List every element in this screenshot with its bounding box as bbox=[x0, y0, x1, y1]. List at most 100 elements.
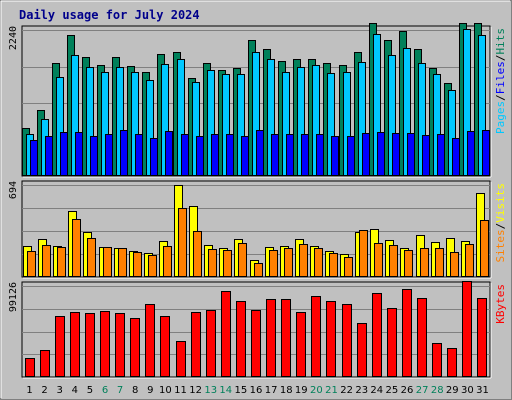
bar-pages-day-10 bbox=[165, 131, 173, 176]
legend-separator: / bbox=[494, 94, 507, 101]
bar-kbytes-day-31 bbox=[477, 298, 487, 377]
bar-sites-day-15 bbox=[238, 243, 247, 277]
x-tick-label-day-19: 19 bbox=[295, 385, 308, 396]
x-tick-label-day-26: 26 bbox=[401, 385, 414, 396]
legend-item-pages: Pages bbox=[494, 101, 507, 134]
bars-visits-sites bbox=[23, 185, 489, 277]
bar-kbytes-day-5 bbox=[85, 313, 95, 377]
bar-kbytes-day-28 bbox=[432, 343, 442, 377]
bar-sites-day-3 bbox=[57, 247, 66, 277]
x-tick-label-day-1: 1 bbox=[26, 385, 32, 396]
bar-kbytes-day-14 bbox=[221, 291, 231, 377]
bar-pages-day-30 bbox=[467, 131, 475, 176]
x-tick-label-day-14: 14 bbox=[219, 385, 232, 396]
bar-pages-day-17 bbox=[271, 134, 279, 176]
x-tick-label-day-7: 7 bbox=[117, 385, 123, 396]
x-tick-label-day-17: 17 bbox=[265, 385, 278, 396]
bar-sites-day-18 bbox=[284, 248, 293, 277]
bar-sites-day-1 bbox=[27, 251, 36, 277]
bar-kbytes-day-20 bbox=[311, 296, 321, 377]
bar-pages-day-11 bbox=[181, 134, 189, 176]
bar-sites-day-14 bbox=[223, 250, 232, 277]
bar-pages-day-21 bbox=[331, 136, 339, 176]
bar-sites-day-8 bbox=[133, 252, 142, 277]
legend-hits-files-pages: Pages/Files/Hits bbox=[494, 28, 507, 134]
bar-pages-day-1 bbox=[30, 140, 38, 176]
bar-sites-day-9 bbox=[148, 255, 157, 277]
y-axis-max-label: 694 bbox=[8, 181, 19, 199]
bar-sites-day-2 bbox=[42, 245, 51, 277]
bar-kbytes-day-17 bbox=[266, 299, 276, 377]
bar-kbytes-day-2 bbox=[40, 350, 50, 377]
x-tick-label-day-15: 15 bbox=[235, 385, 248, 396]
x-tick-label-day-11: 11 bbox=[174, 385, 187, 396]
bar-kbytes-day-27 bbox=[417, 298, 427, 377]
x-tick-label-day-8: 8 bbox=[132, 385, 138, 396]
x-tick-label-day-6: 6 bbox=[102, 385, 108, 396]
bar-sites-day-22 bbox=[344, 257, 353, 277]
bar-sites-day-29 bbox=[450, 252, 459, 277]
bar-sites-day-16 bbox=[254, 263, 263, 277]
series-kbytes bbox=[25, 281, 487, 377]
x-tick-label-day-5: 5 bbox=[87, 385, 93, 396]
x-tick-label-day-16: 16 bbox=[250, 385, 263, 396]
bar-kbytes-day-4 bbox=[70, 312, 80, 377]
bar-kbytes-day-6 bbox=[100, 311, 110, 377]
y-axis-max-label: 99126 bbox=[8, 282, 19, 312]
x-tick-label-day-20: 20 bbox=[310, 385, 323, 396]
bar-kbytes-day-3 bbox=[55, 316, 65, 377]
bar-kbytes-day-8 bbox=[130, 318, 140, 377]
bar-kbytes-day-18 bbox=[281, 299, 291, 377]
bar-kbytes-day-19 bbox=[296, 312, 306, 377]
bar-sites-day-19 bbox=[299, 244, 308, 277]
legend-item-visits: Visits bbox=[494, 183, 507, 223]
bar-pages-day-19 bbox=[301, 134, 309, 176]
bar-kbytes-day-16 bbox=[251, 310, 261, 377]
bar-sites-day-26 bbox=[404, 250, 413, 277]
bar-pages-day-23 bbox=[362, 133, 370, 176]
chart-title: Daily usage for July 2024 bbox=[19, 8, 200, 22]
bar-kbytes-day-1 bbox=[25, 358, 35, 377]
legend-separator: / bbox=[494, 55, 507, 62]
x-tick-label-day-28: 28 bbox=[431, 385, 444, 396]
bar-pages-day-28 bbox=[437, 134, 445, 176]
bar-sites-day-20 bbox=[314, 248, 323, 277]
x-tick-label-day-31: 31 bbox=[476, 385, 489, 396]
bar-kbytes-day-10 bbox=[160, 316, 170, 377]
x-tick-label-day-13: 13 bbox=[204, 385, 217, 396]
bar-kbytes-day-12 bbox=[191, 312, 201, 377]
bar-sites-day-31 bbox=[480, 220, 489, 277]
bar-sites-day-6 bbox=[103, 247, 112, 277]
panel-visits-sites: 694 Sites/Visits bbox=[8, 180, 507, 279]
bar-sites-day-27 bbox=[420, 248, 429, 277]
bar-sites-day-11 bbox=[178, 208, 187, 277]
x-tick-label-day-2: 2 bbox=[41, 385, 47, 396]
bar-kbytes-day-29 bbox=[447, 348, 457, 377]
bar-kbytes-day-13 bbox=[206, 310, 216, 377]
bars-hits-files-pages bbox=[22, 23, 490, 176]
bar-kbytes-day-23 bbox=[357, 323, 367, 377]
bar-pages-day-15 bbox=[241, 136, 249, 176]
bar-kbytes-day-7 bbox=[115, 313, 125, 377]
legend-item-hits: Hits bbox=[494, 28, 507, 55]
x-tick-label-day-24: 24 bbox=[370, 385, 383, 396]
bar-sites-day-13 bbox=[208, 249, 217, 277]
bar-pages-day-3 bbox=[60, 132, 68, 176]
series-sites bbox=[27, 208, 489, 277]
bar-pages-day-26 bbox=[407, 133, 415, 176]
legend-item-files: Files bbox=[494, 61, 507, 94]
bars-kbytes bbox=[25, 281, 487, 377]
bar-kbytes-day-26 bbox=[402, 289, 412, 377]
bar-sites-day-28 bbox=[435, 248, 444, 277]
bar-pages-day-4 bbox=[75, 132, 83, 176]
bar-pages-day-25 bbox=[392, 133, 400, 176]
y-axis-max-label: 2240 bbox=[8, 26, 19, 50]
x-tick-label-day-29: 29 bbox=[446, 385, 459, 396]
bar-kbytes-day-9 bbox=[145, 304, 155, 377]
x-axis-tick-labels: 1 2 3 4 5 6 7 8 9 10 11 12 13 14 15 16 17 18 19 20 21 22 23 24 2… bbox=[26, 385, 489, 396]
x-tick-label-day-9: 9 bbox=[147, 385, 153, 396]
chart-panels: 2240Pages/Files/Hits694Sites/Visits99126… bbox=[8, 23, 507, 379]
bar-sites-day-4 bbox=[72, 219, 81, 277]
